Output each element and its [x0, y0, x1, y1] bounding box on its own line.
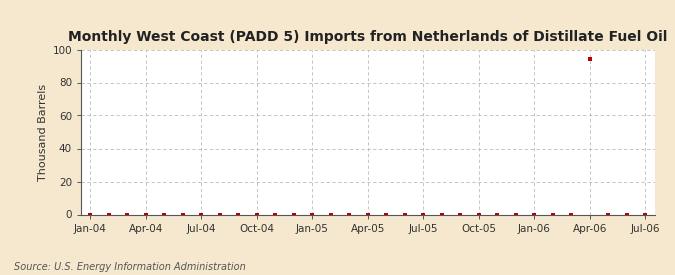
Text: Source: U.S. Energy Information Administration: Source: U.S. Energy Information Administ… [14, 262, 245, 272]
Title: Monthly West Coast (PADD 5) Imports from Netherlands of Distillate Fuel Oil: Monthly West Coast (PADD 5) Imports from… [68, 30, 668, 44]
Y-axis label: Thousand Barrels: Thousand Barrels [38, 83, 48, 181]
